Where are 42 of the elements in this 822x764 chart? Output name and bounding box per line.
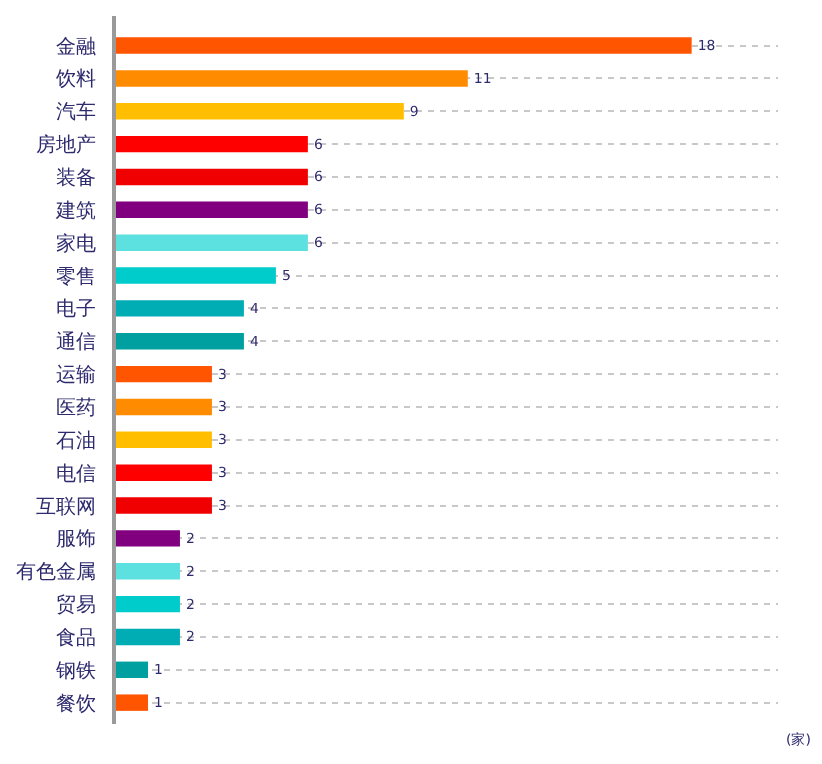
y-tick-label: 服饰 [56, 527, 96, 552]
y-tick-label: 电子 [56, 297, 96, 322]
bar [116, 234, 308, 251]
bar [116, 595, 180, 613]
bar [116, 563, 180, 580]
y-tick-label: 饮料 [54, 67, 96, 92]
y-tick-label: 电信 [56, 461, 96, 486]
y-tick-label: 医药 [56, 395, 96, 420]
bar [116, 70, 468, 87]
y-tick-label: 有色金属 [16, 560, 96, 585]
bar [116, 267, 276, 284]
bar [116, 530, 180, 547]
y-tick-label: 零售 [56, 264, 96, 289]
y-tick-label: 汽车 [56, 100, 96, 125]
bar [116, 464, 212, 481]
bar [116, 694, 148, 711]
bar [116, 201, 308, 219]
y-tick-label: 钢铁 [54, 658, 96, 683]
bar [116, 628, 180, 646]
bar [116, 300, 244, 317]
y-tick-label: 房地产 [36, 133, 96, 158]
bar [116, 37, 692, 54]
bar [116, 661, 148, 678]
bar [116, 398, 212, 416]
bar [116, 168, 308, 186]
y-tick-label: 家电 [56, 231, 96, 256]
bar [116, 103, 404, 120]
y-tick-label: 通信 [56, 330, 96, 355]
bar [116, 135, 308, 153]
bar [116, 431, 212, 449]
y-tick-label: 装备 [56, 165, 96, 190]
y-tick-label: 运输 [56, 363, 96, 388]
bar [116, 365, 212, 383]
bar [116, 333, 244, 350]
y-tick-label: 金融 [56, 34, 96, 59]
bar [116, 497, 212, 514]
y-tick-label: 石油 [56, 428, 96, 453]
y-tick-label: 餐饮 [56, 691, 96, 716]
y-tick-label: 贸易 [56, 593, 96, 618]
y-tick-label: 食品 [56, 625, 96, 650]
y-tick-label: 互联网 [36, 494, 96, 519]
y-tick-label: 建筑 [54, 198, 96, 223]
